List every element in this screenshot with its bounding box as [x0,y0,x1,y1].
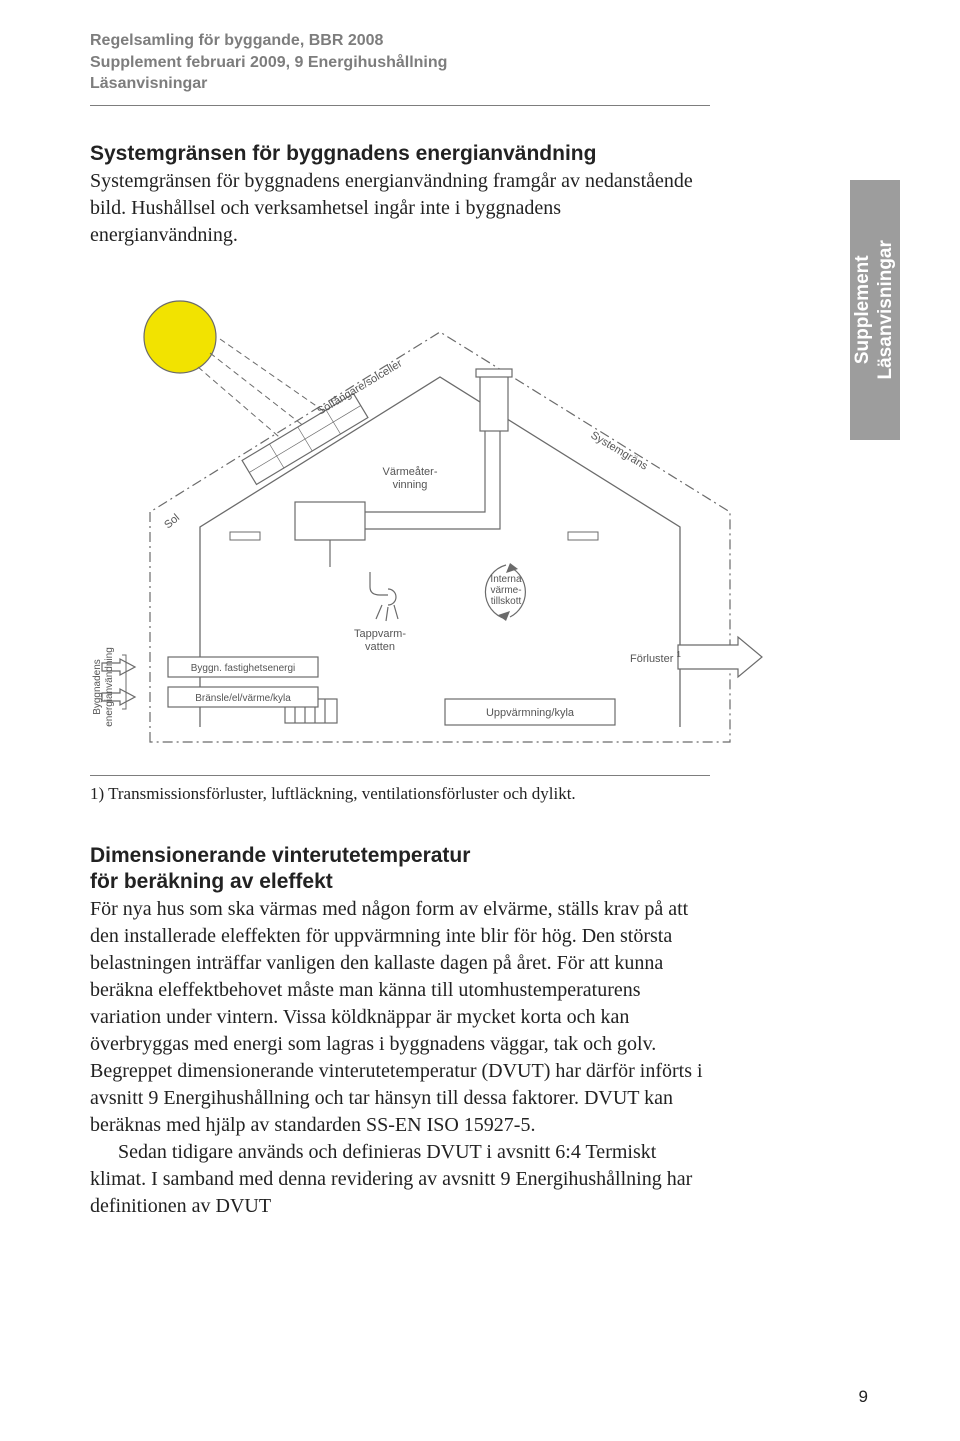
label-varmeater2: vinning [393,479,428,491]
label-bransle: Bränsle/el/värme/kyla [195,693,291,704]
section2-para2: Sedan tidigare används och definieras DV… [90,1139,710,1220]
header-line-3: Läsanvisningar [90,73,870,95]
ceiling-vents [230,532,598,540]
side-tab-text: Supplement Läsanvisningar [852,240,898,379]
header-line-2: Supplement februari 2009, 9 Energihushål… [90,52,870,74]
label-yaxis2: energianvändning [104,647,115,727]
label-interna3: tillskott [491,596,522,607]
duct-in [365,431,500,529]
label-yaxis1: Byggnadens [92,659,103,715]
shower-icon [370,572,398,621]
footnote-rule [90,775,710,776]
side-tab-line2: Läsanvisningar [875,240,896,379]
footnote: 1) Transmissionsförluster, luftläckning,… [90,784,870,804]
system-boundary [150,332,730,742]
label-sol: Sol [162,512,182,531]
side-tab-line1: Supplement [852,256,873,365]
section2-para1: För nya hus som ska värmas med någon for… [90,898,703,1136]
header-line-1: Regelsamling för byggande, BBR 2008 [90,30,870,52]
label-forluster: Förluster 1 [630,650,681,665]
doc-header: Regelsamling för byggande, BBR 2008 Supp… [90,30,870,95]
label-interna2: värme- [490,585,521,596]
section1-body: Systemgränsen för byggnadens energianvän… [90,168,710,249]
side-tab: Supplement Läsanvisningar [850,180,900,440]
sun-icon [144,301,216,373]
chimney-cap [476,369,512,377]
label-interna1: Interna [490,574,522,585]
label-tappvarm2: vatten [365,641,395,653]
label-systemgrans: Systemgräns [588,429,650,473]
label-uppvarmning: Uppvärmning/kyla [486,707,575,719]
label-varmeater1: Värmeåter- [382,466,437,478]
losses-arrow [678,637,762,677]
page-number: 9 [859,1387,868,1407]
solar-panel [242,393,368,484]
header-rule [90,105,710,106]
diagram: Solfångare/solceller Systemgräns Värmeåt… [90,267,770,767]
section2-title-line1: Dimensionerande vinterutetemperatur [90,844,870,868]
chimney [480,375,508,431]
heat-recovery-box [295,502,365,540]
label-byggn: Byggn. fastighetsenergi [191,663,296,674]
section2-title-line2: för beräkning av eleffekt [90,870,870,894]
label-tappvarm1: Tappvarm- [354,628,406,640]
section2-body: För nya hus som ska värmas med någon for… [90,896,710,1220]
section1-title: Systemgränsen för byggnadens energianvän… [90,142,870,166]
